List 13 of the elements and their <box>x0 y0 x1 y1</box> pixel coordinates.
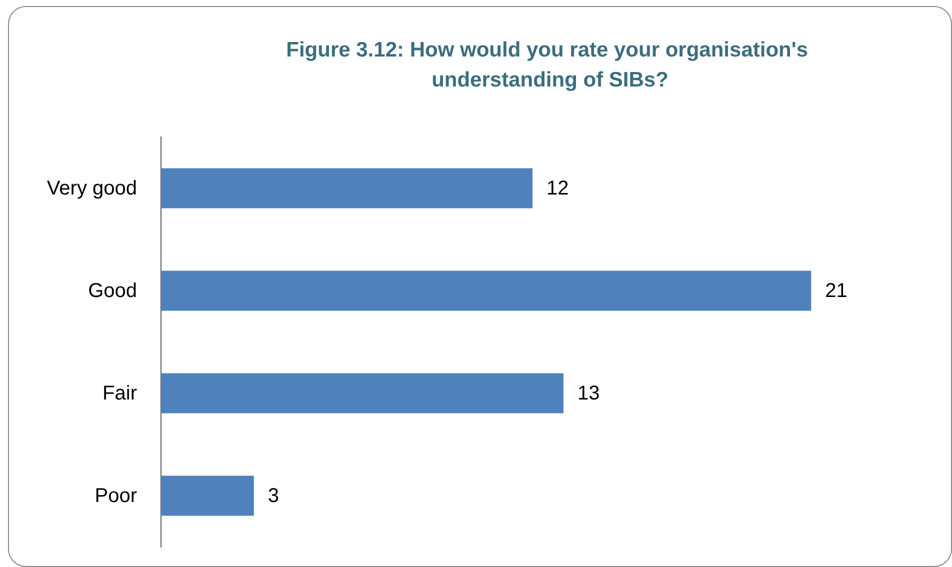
data-label: 12 <box>546 177 569 200</box>
y-tick-label: Good <box>88 280 137 302</box>
bar <box>161 270 812 311</box>
bar <box>161 476 254 516</box>
y-tick-label: Very good <box>46 177 137 200</box>
bar <box>161 373 564 414</box>
data-label: 21 <box>825 280 848 302</box>
data-label: 3 <box>268 484 280 507</box>
y-tick-label: Poor <box>94 484 138 507</box>
bar <box>161 168 533 208</box>
y-tick-label: Fair <box>102 382 138 404</box>
data-label: 13 <box>577 382 600 404</box>
chart-title: Figure 3.12: How would you rate your organisation's understanding of SIBs? <box>286 38 814 92</box>
